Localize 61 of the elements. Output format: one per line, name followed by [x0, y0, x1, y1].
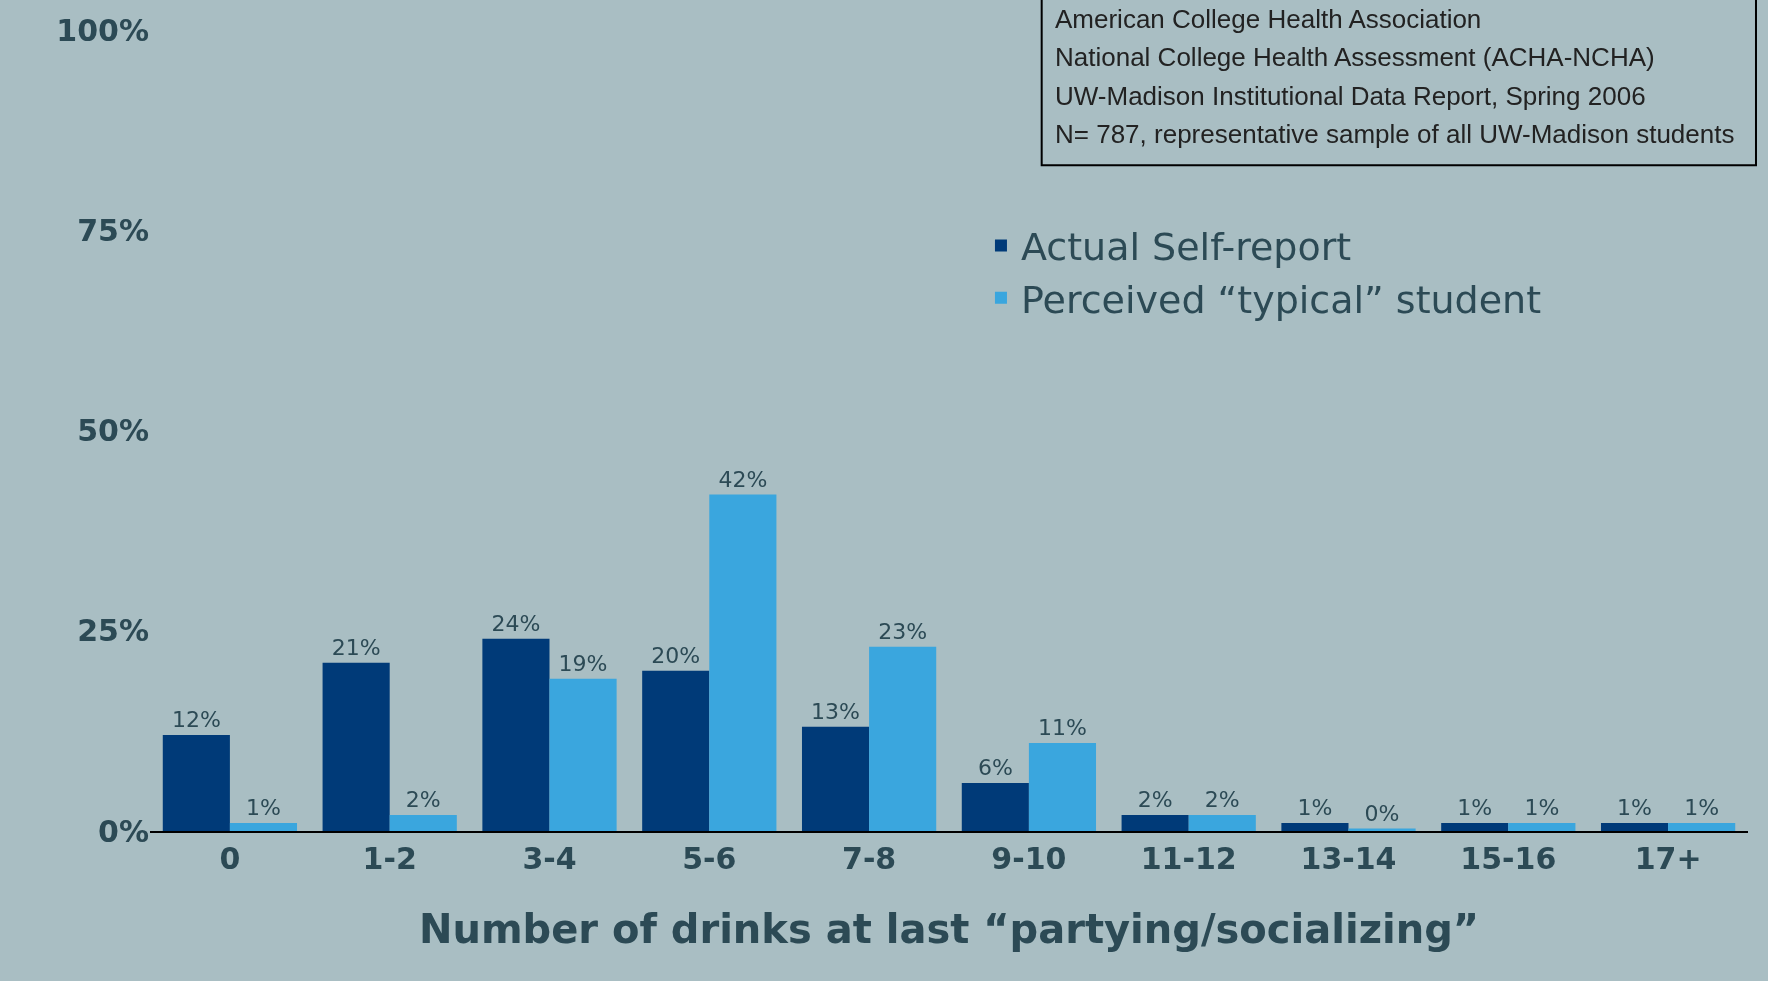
data-label: 1% [1684, 794, 1720, 820]
annotation: UW-Madison Institutional Data Report, Spring 2006 [1055, 81, 1646, 111]
x-tick-label: 9-10 [991, 841, 1067, 876]
data-label: 12% [171, 706, 221, 732]
y-tick-label: 50% [77, 413, 149, 448]
bar [709, 494, 777, 831]
data-label: 42% [718, 466, 768, 492]
data-label: 19% [558, 650, 608, 676]
data-label: 20% [651, 642, 701, 668]
legend-label: Actual Self-report [1020, 225, 1352, 270]
data-label: 11% [1038, 714, 1087, 740]
legend-label: Perceived “typical” student [1020, 277, 1542, 322]
bar [642, 670, 710, 831]
y-tick-label: 0% [98, 813, 149, 849]
x-tick-label: 5-6 [682, 841, 737, 876]
data-label: 2% [1204, 786, 1240, 812]
bar [389, 814, 457, 831]
x-axis-title: Number of drinks at last “partying/socializing” [418, 906, 1480, 952]
bar [162, 734, 230, 831]
annotation: N= 787, representative sample of all UW-Madison students [1055, 119, 1735, 149]
bar [1508, 822, 1576, 831]
data-label: 0% [1364, 800, 1400, 826]
data-label: 23% [878, 618, 928, 644]
bar [1028, 742, 1097, 831]
bar [869, 646, 937, 831]
data-label: 2% [405, 786, 441, 812]
data-label: 1% [1524, 794, 1560, 820]
data-label: 1% [1617, 794, 1652, 820]
data-label: 1% [1297, 794, 1333, 820]
bar [322, 662, 390, 831]
x-tick-label: 11-12 [1140, 841, 1237, 876]
x-tick-label: 0 [219, 841, 241, 876]
y-tick-label: 25% [77, 613, 149, 649]
annotation: American College Health Association [1055, 4, 1482, 34]
y-tick-label: 100% [56, 12, 149, 48]
data-label: 24% [491, 610, 541, 636]
bar [482, 638, 550, 831]
bar [1121, 814, 1189, 831]
x-tick-label: 15-16 [1460, 841, 1557, 876]
x-tick-label: 1-2 [362, 841, 417, 876]
x-tick-label: 7-8 [842, 841, 897, 876]
x-tick-label: 3-4 [522, 841, 577, 876]
x-tick-label: 17+ [1634, 841, 1702, 876]
bar [961, 782, 1029, 831]
bar [549, 678, 617, 831]
data-label: 6% [977, 754, 1013, 780]
bar [1441, 822, 1509, 831]
bar [229, 822, 298, 831]
data-label: 1% [246, 794, 281, 820]
data-label: 21% [331, 634, 381, 660]
bar [1668, 822, 1736, 831]
annotation: National College Health Assessment (ACHA-NCHA) [1055, 42, 1655, 72]
y-tick-label: 75% [77, 212, 149, 248]
data-label: 13% [811, 698, 860, 724]
data-label: 1% [1457, 794, 1493, 820]
bar [1188, 814, 1256, 831]
x-tick-label: 13-14 [1300, 841, 1397, 876]
bar [801, 726, 870, 831]
bar [1281, 822, 1349, 831]
data-label: 2% [1137, 786, 1173, 812]
bar [1600, 822, 1669, 831]
